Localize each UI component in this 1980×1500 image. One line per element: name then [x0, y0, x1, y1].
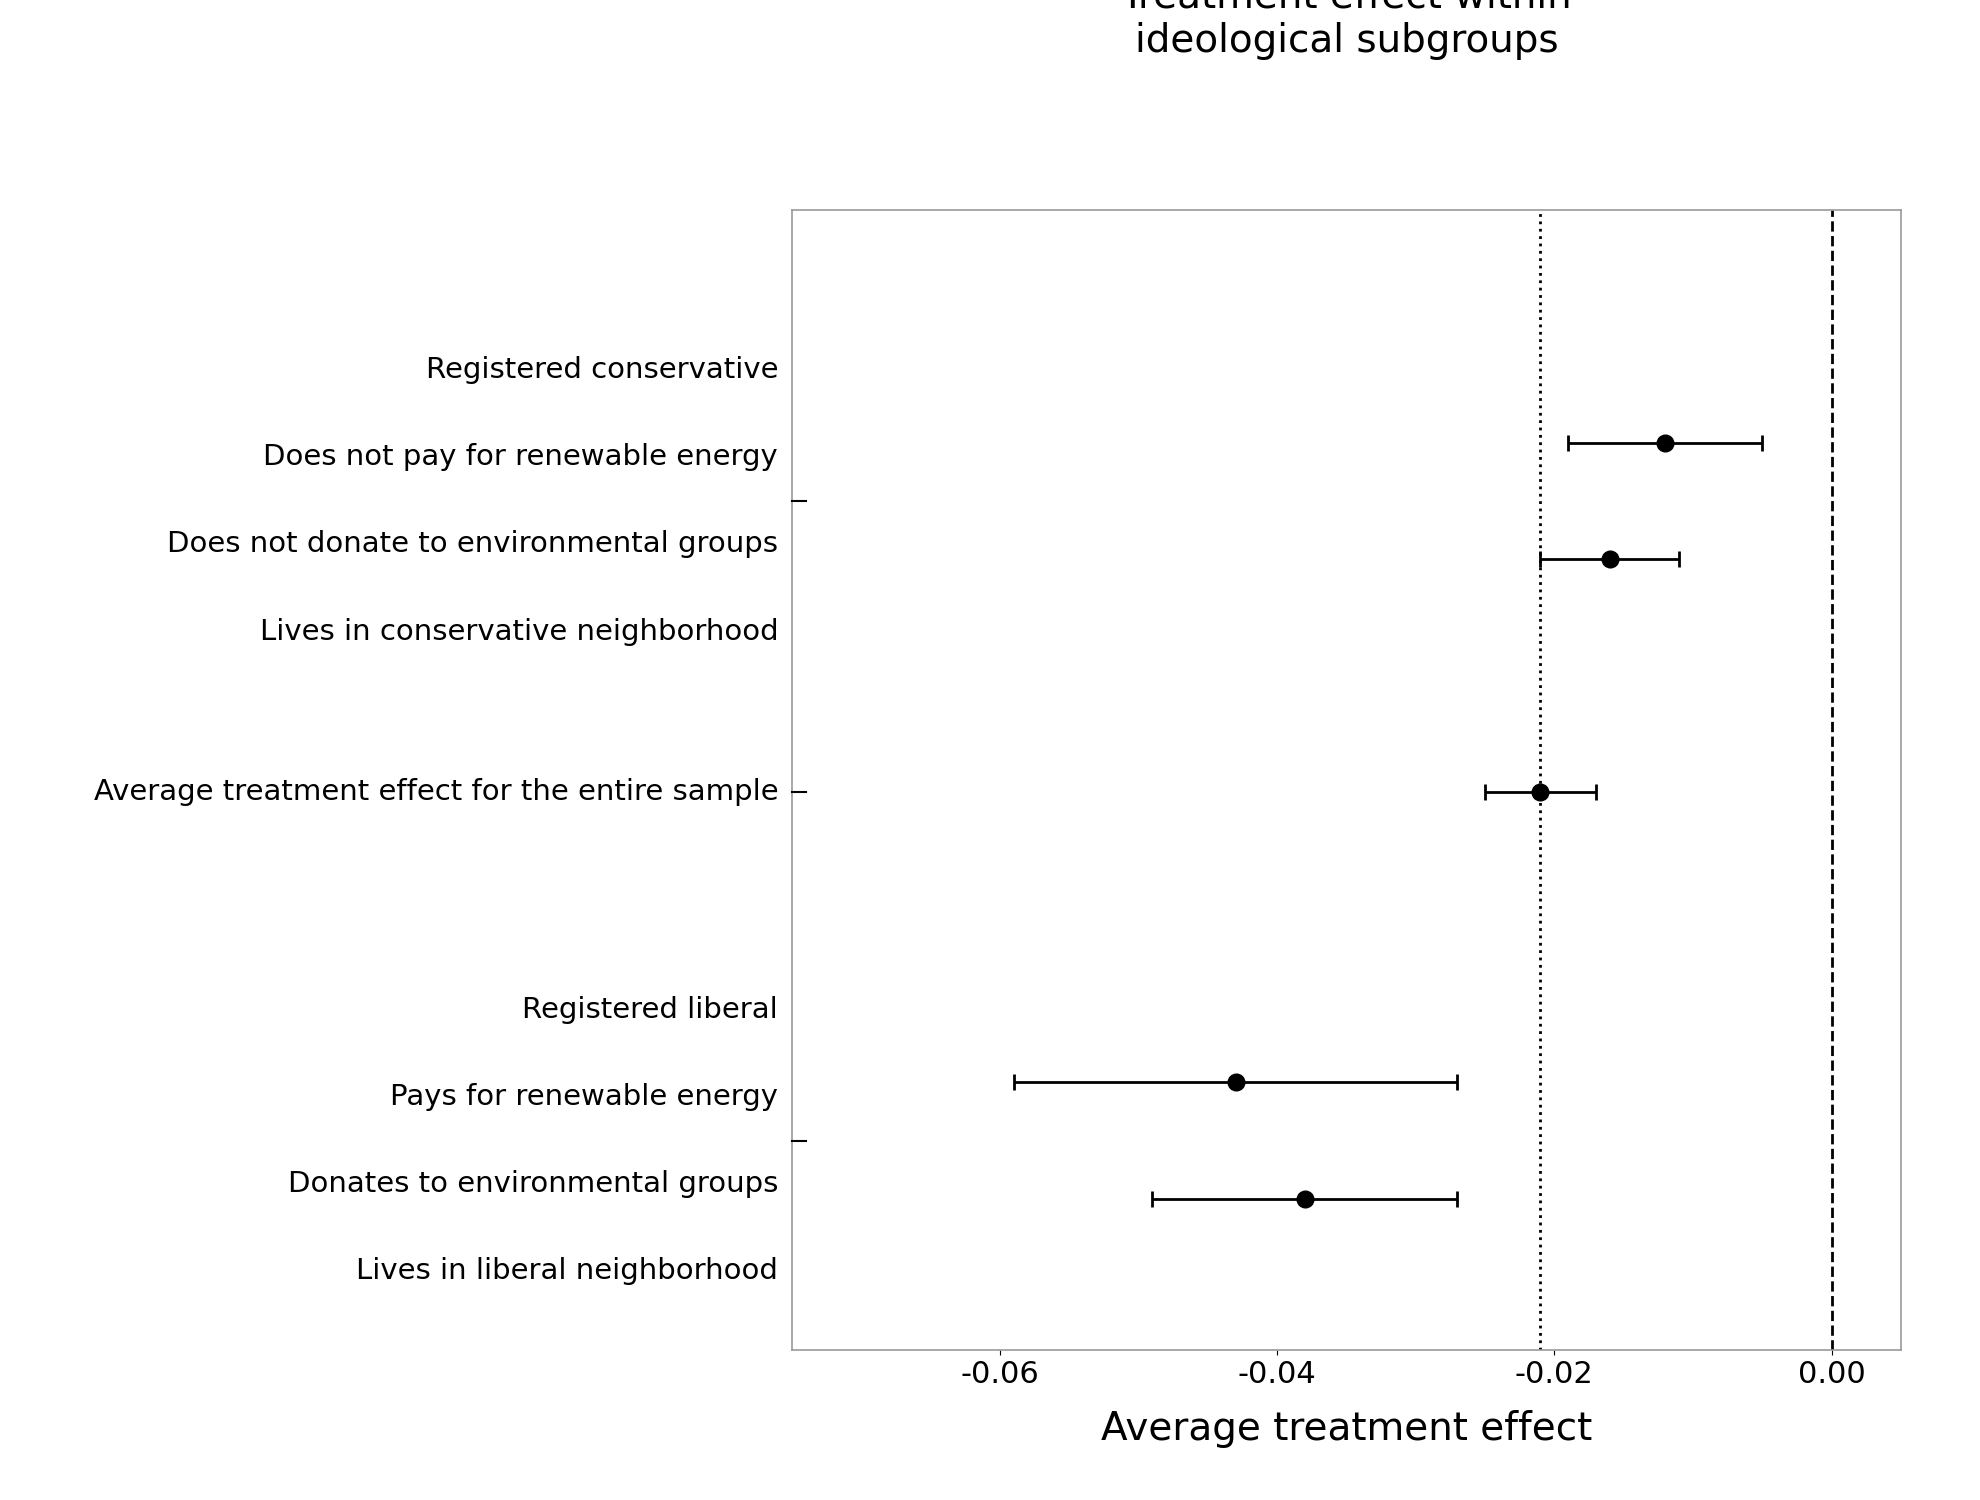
Text: Donates to environmental groups: Donates to environmental groups: [287, 1170, 778, 1198]
Text: Treatment effect within
ideological subgroups: Treatment effect within ideological subg…: [1121, 0, 1572, 60]
Text: Registered liberal: Registered liberal: [523, 996, 778, 1023]
Text: Pays for renewable energy: Pays for renewable energy: [390, 1083, 778, 1112]
Text: Registered conservative: Registered conservative: [426, 356, 778, 384]
Text: Average treatment effect for the entire sample: Average treatment effect for the entire …: [93, 777, 778, 806]
X-axis label: Average treatment effect: Average treatment effect: [1101, 1410, 1592, 1448]
Text: Does not pay for renewable energy: Does not pay for renewable energy: [263, 442, 778, 471]
Text: Lives in liberal neighborhood: Lives in liberal neighborhood: [356, 1257, 778, 1286]
Text: Does not donate to environmental groups: Does not donate to environmental groups: [166, 531, 778, 558]
Text: Lives in conservative neighborhood: Lives in conservative neighborhood: [259, 618, 778, 645]
